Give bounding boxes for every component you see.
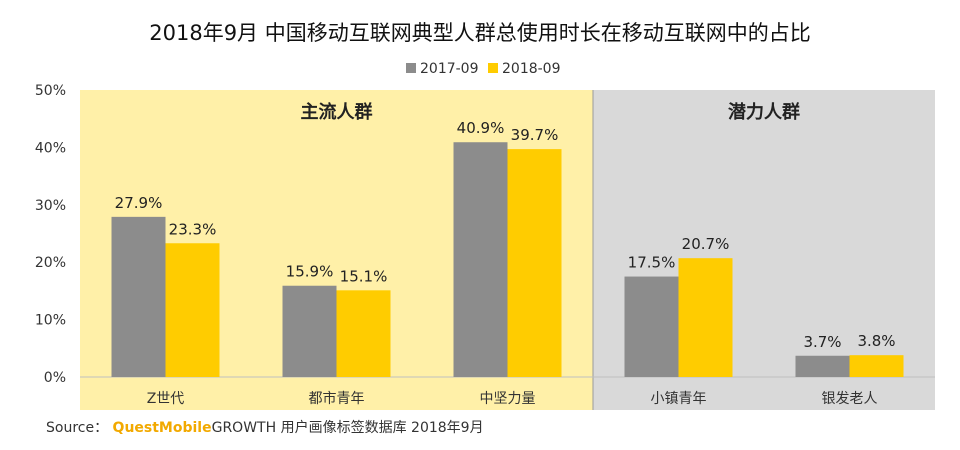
bar-2018-09-1 bbox=[336, 290, 391, 377]
category-label: Z世代 bbox=[147, 391, 185, 407]
y-tick-label: 50% bbox=[35, 83, 66, 99]
source-brand: QuestMobile bbox=[112, 420, 212, 436]
data-label: 15.9% bbox=[286, 263, 334, 281]
data-label: 3.8% bbox=[857, 332, 895, 350]
category-label: 银发老人 bbox=[822, 391, 878, 407]
group-label-0: 主流人群 bbox=[301, 101, 373, 123]
category-label: 都市青年 bbox=[309, 390, 365, 407]
data-label: 39.7% bbox=[511, 126, 559, 144]
legend-swatch-0 bbox=[406, 63, 416, 73]
bar-2018-09-3 bbox=[678, 258, 733, 377]
y-tick-label: 0% bbox=[44, 370, 66, 386]
legend-label-1: 2018-09 bbox=[502, 61, 561, 77]
source-note: Source： QuestMobileGROWTH 用户画像标签数据库 2018… bbox=[46, 417, 484, 437]
y-tick-label: 10% bbox=[35, 313, 66, 329]
bar-2018-09-0 bbox=[165, 243, 220, 377]
data-label: 3.7% bbox=[803, 333, 841, 351]
source-brand-growth: GROWTH bbox=[211, 420, 277, 436]
legend-label-0: 2017-09 bbox=[420, 61, 479, 77]
data-label: 17.5% bbox=[628, 254, 676, 272]
bar-2018-09-4 bbox=[849, 355, 904, 377]
bar-2017-09-2 bbox=[453, 142, 508, 377]
legend-swatch-1 bbox=[488, 63, 498, 73]
group-label-1: 潜力人群 bbox=[728, 101, 800, 123]
source-text: 用户画像标签数据库 2018年9月 bbox=[280, 420, 484, 436]
category-label: 小镇青年 bbox=[651, 391, 707, 407]
y-tick-label: 40% bbox=[35, 140, 66, 156]
data-label: 27.9% bbox=[115, 194, 163, 212]
bar-2017-09-1 bbox=[282, 285, 337, 377]
y-tick-label: 20% bbox=[35, 255, 66, 271]
data-label: 20.7% bbox=[682, 235, 730, 253]
category-label: 中坚力量 bbox=[480, 391, 536, 407]
chart-title: 2018年9月 中国移动互联网典型人群总使用时长在移动互联网中的占比 bbox=[149, 21, 810, 45]
bar-2017-09-4 bbox=[795, 355, 850, 377]
data-label: 23.3% bbox=[169, 220, 217, 238]
y-tick-label: 30% bbox=[35, 198, 66, 214]
data-label: 40.9% bbox=[457, 119, 505, 137]
data-label: 15.1% bbox=[340, 267, 388, 285]
bar-2018-09-2 bbox=[507, 149, 562, 377]
bar-2017-09-0 bbox=[111, 216, 166, 377]
bar-2017-09-3 bbox=[624, 276, 679, 377]
source-prefix: Source： bbox=[46, 420, 109, 436]
